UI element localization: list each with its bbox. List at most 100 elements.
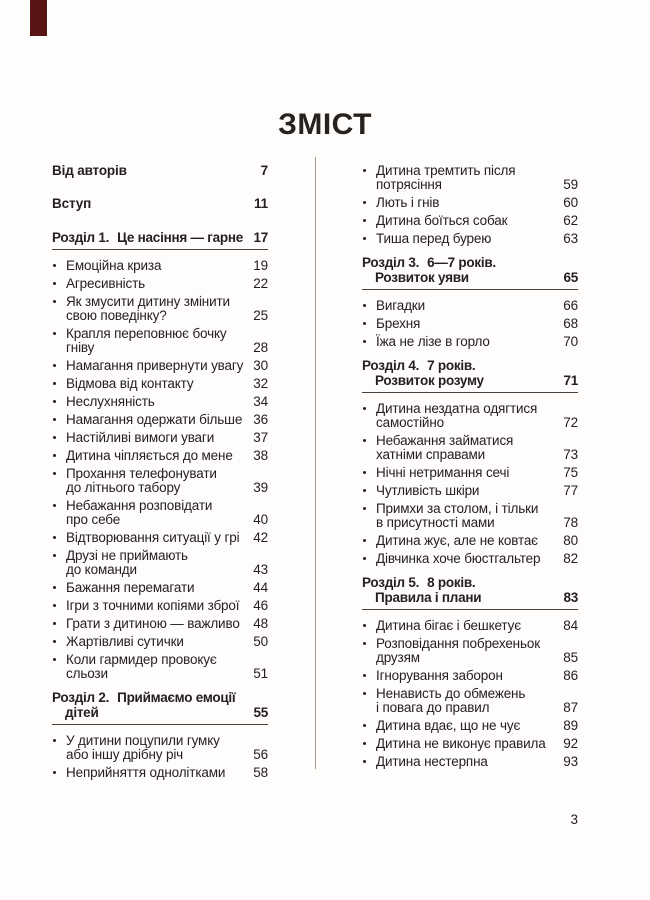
toc-chapter-title: Розвиток розуму <box>375 373 484 388</box>
toc-entry: Небажання розповідати про себе 40 <box>52 499 268 527</box>
chapter-tab-marker <box>30 0 47 36</box>
toc-entry-line: самостійно 72 <box>376 416 578 430</box>
toc-chapter-number: Розділ 3. <box>362 255 420 270</box>
toc-entry-line: Розповідання побрехеньок <box>376 637 578 651</box>
toc-entry-line: Ігнорування заборон 86 <box>376 669 578 683</box>
toc-entry-text: самостійно <box>376 415 444 430</box>
toc-entry: Дитина жує, але не ковтає 80 <box>362 534 578 548</box>
toc-entry-text: свою поведінку? <box>66 308 167 323</box>
bullet-icon <box>363 489 366 492</box>
page-title: ЗМІСТ <box>278 108 372 141</box>
toc-chapter-title: 8 років. <box>427 575 476 590</box>
toc-front-label: Вступ <box>52 196 92 211</box>
toc-entry: Дитина чіпляється до мене 38 <box>52 449 268 463</box>
toc-entry: Грати з дитиною — важливо 48 <box>52 617 268 631</box>
toc-entry-line: Дитина не виконує правила 92 <box>376 737 578 751</box>
toc-entry: Намагання одержати більше 36 <box>52 413 268 427</box>
toc-entry-line: Жартівливі сутички 50 <box>66 635 268 649</box>
toc-entry-line: Небажання займатися <box>376 434 578 448</box>
toc-entry-text: Грати з дитиною — важливо <box>66 616 240 631</box>
bullet-icon <box>53 364 56 367</box>
toc-entry-line: свою поведінку? 25 <box>66 309 268 323</box>
toc-chapter-line: дітей 55 <box>52 705 268 720</box>
toc-entry-text: сльози <box>66 666 108 681</box>
bullet-icon <box>363 439 366 442</box>
toc-entry: Крапля переповнює бочку гніву 28 <box>52 327 268 355</box>
toc-entry-line: Прохання телефонувати <box>66 467 268 481</box>
toc-entry-line: Дитина тремтить після <box>376 164 578 178</box>
bullet-icon <box>53 332 56 335</box>
toc-entry-line: Брехня 68 <box>376 317 578 331</box>
toc-entry-line: Ігри з точними копіями зброї 46 <box>66 599 268 613</box>
toc-entry-line: сльози 51 <box>66 667 268 681</box>
bullet-icon <box>53 472 56 475</box>
toc-entry-text: У дитини поцупили гумку <box>66 733 220 748</box>
toc-entry: Настійливі вимоги уваги 37 <box>52 431 268 445</box>
toc-page-number: 11 <box>254 196 268 211</box>
bullet-icon <box>53 264 56 267</box>
toc-chapter-title: Розвиток уяви <box>375 270 469 285</box>
toc-entry-text: Брехня <box>376 316 421 331</box>
toc-entry: Тиша перед бурею 63 <box>362 232 578 246</box>
toc-chapter-title: Правила і плани <box>375 590 482 605</box>
bullet-icon <box>363 507 366 510</box>
toc-entry: Жартівливі сутички 50 <box>52 635 268 649</box>
toc-chapter-title: 7 років. <box>427 358 476 373</box>
toc-chapter-line: Розділ 5. 8 років. <box>362 575 578 590</box>
toc-entry-text: друзям <box>376 650 420 665</box>
toc-entry-line: Небажання розповідати <box>66 499 268 513</box>
toc-entry-text: Ігри з точними копіями зброї <box>66 598 240 613</box>
bullet-icon <box>53 436 56 439</box>
toc-entry-line: Дитина чіпляється до мене 38 <box>66 449 268 463</box>
toc-page-number: 65 <box>563 270 578 285</box>
toc-front-entry: Від авторів 7 <box>52 164 268 178</box>
bullet-icon <box>53 622 56 625</box>
toc-page-number: 17 <box>253 230 268 245</box>
toc-entry-text: Намагання привернути увагу <box>66 358 244 373</box>
toc-page-number: 36 <box>253 412 268 427</box>
toc-entry-line: Дитина жує, але не ковтає 80 <box>376 534 578 548</box>
toc-page-number: 25 <box>253 308 268 323</box>
toc-entry-text: Чутливість шкіри <box>376 483 480 498</box>
bullet-icon <box>53 739 56 742</box>
toc-chapter-text: Розділ 1. Це насіння — гарне <box>52 230 243 245</box>
toc-entry-line: Настійливі вимоги уваги 37 <box>66 431 268 445</box>
toc-entry: Нічні нетримання сечі 75 <box>362 466 578 480</box>
toc-entry-line: Намагання привернути увагу 30 <box>66 359 268 373</box>
toc-entry: Чутливість шкіри 77 <box>362 484 578 498</box>
toc-entry-text: Друзі не приймають <box>66 548 188 563</box>
toc-entry: Дитина тремтить після потрясіння 59 <box>362 164 578 192</box>
toc-page-number: 50 <box>253 634 268 649</box>
toc-entry: Коли гармидер провокує сльози 51 <box>52 653 268 681</box>
toc-entry-text: Ігнорування заборон <box>376 668 503 683</box>
toc-page-number: 92 <box>563 736 578 751</box>
toc-entry-text: про себе <box>66 512 121 527</box>
toc-chapter-line: Розвиток розуму 71 <box>362 373 578 388</box>
toc-page-number: 46 <box>253 598 268 613</box>
bullet-icon <box>363 724 366 727</box>
toc-page-number: 59 <box>563 177 578 192</box>
toc-chapter-title: дітей <box>65 705 99 720</box>
bullet-icon <box>53 586 56 589</box>
toc-entry-line: Тиша перед бурею 63 <box>376 232 578 246</box>
toc-entry-text: Прохання телефонувати <box>66 466 217 481</box>
toc-entry-text: Дитина нестерпна <box>376 754 488 769</box>
toc-page-number: 37 <box>253 430 268 445</box>
toc-entry-line: Примхи за столом, і тільки <box>376 502 578 516</box>
toc-chapter-line: Розділ 3. 6—7 років. <box>362 255 578 270</box>
toc-entry-line: У дитини поцупили гумку <box>66 734 268 748</box>
toc-page-number: 40 <box>253 512 268 527</box>
toc-page-number: 89 <box>563 718 578 733</box>
toc-entry-text: Дитина бігає і бешкетує <box>376 618 521 633</box>
toc-entry-text: Ненависть до обмежень <box>376 686 526 701</box>
toc-entry: Небажання займатися хатніми справами 73 <box>362 434 578 462</box>
toc-entry-line: Відмова від контакту 32 <box>66 377 268 391</box>
toc-page-number: 32 <box>253 376 268 391</box>
toc-entry: У дитини поцупили гумку або іншу дрібну р… <box>52 734 268 762</box>
toc-entry-line: або іншу дрібну річ 56 <box>66 748 268 762</box>
toc-entry-text: Крапля переповнює бочку <box>66 326 227 341</box>
toc-entry-text: Як змусити дитину змінити <box>66 294 230 309</box>
toc-entry-line: в присутності мами 78 <box>376 516 578 530</box>
toc-page-number: 30 <box>253 358 268 373</box>
toc-chapter-number: Розділ 1. <box>52 230 110 245</box>
